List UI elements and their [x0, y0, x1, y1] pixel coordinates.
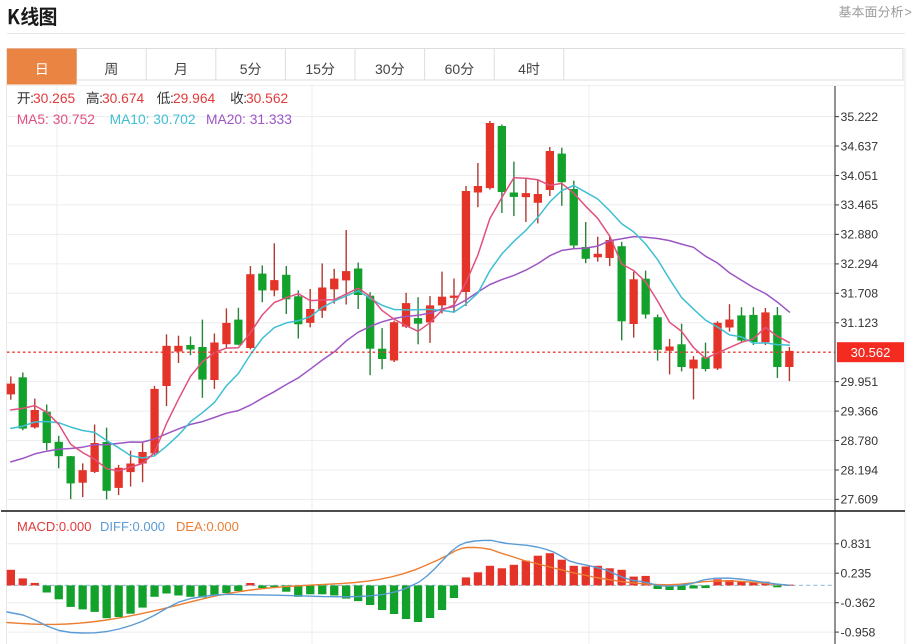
svg-text:30.265: 30.265: [33, 91, 76, 106]
svg-text:30: 30: [375, 61, 391, 77]
svg-text::: :: [170, 91, 174, 106]
svg-text:0.235: 0.235: [841, 567, 872, 581]
svg-text:DIFF:0.000: DIFF:0.000: [100, 519, 165, 534]
svg-text:32.294: 32.294: [841, 257, 879, 271]
svg-text:4: 4: [518, 61, 526, 77]
svg-text:DEA:0.000: DEA:0.000: [176, 519, 239, 534]
svg-text:0.831: 0.831: [841, 537, 872, 551]
svg-text:15: 15: [305, 61, 321, 77]
svg-text:29.366: 29.366: [841, 404, 879, 418]
svg-text:MACD:0.000: MACD:0.000: [17, 519, 91, 534]
svg-text:30.562: 30.562: [246, 91, 288, 106]
svg-text:30.562: 30.562: [851, 345, 891, 360]
svg-text:-0.958: -0.958: [841, 625, 876, 639]
svg-text:35.222: 35.222: [841, 110, 879, 124]
svg-text:31.123: 31.123: [841, 316, 879, 330]
svg-text:34.637: 34.637: [841, 139, 879, 153]
svg-text::: :: [30, 91, 34, 106]
svg-text:33.465: 33.465: [841, 198, 879, 212]
svg-text:28.194: 28.194: [841, 463, 879, 477]
svg-text:MA5: 30.752: MA5: 30.752: [17, 112, 95, 127]
svg-text:30.674: 30.674: [102, 91, 145, 106]
svg-text:-0.362: -0.362: [841, 596, 876, 610]
svg-text:>: >: [905, 6, 912, 20]
svg-text:27.609: 27.609: [841, 493, 879, 507]
svg-text:29.951: 29.951: [841, 375, 879, 389]
svg-text:34.051: 34.051: [841, 169, 879, 183]
svg-text:28.780: 28.780: [841, 434, 879, 448]
svg-text::: :: [99, 91, 103, 106]
svg-text:MA10: 30.702: MA10: 30.702: [110, 112, 196, 127]
svg-text:31.708: 31.708: [841, 287, 879, 301]
svg-text:MA20: 31.333: MA20: 31.333: [206, 112, 292, 127]
svg-text:32.880: 32.880: [841, 228, 879, 242]
svg-text:60: 60: [445, 61, 461, 77]
svg-text::: :: [243, 91, 247, 106]
svg-text:29.964: 29.964: [173, 91, 216, 106]
svg-text:5: 5: [240, 61, 248, 77]
